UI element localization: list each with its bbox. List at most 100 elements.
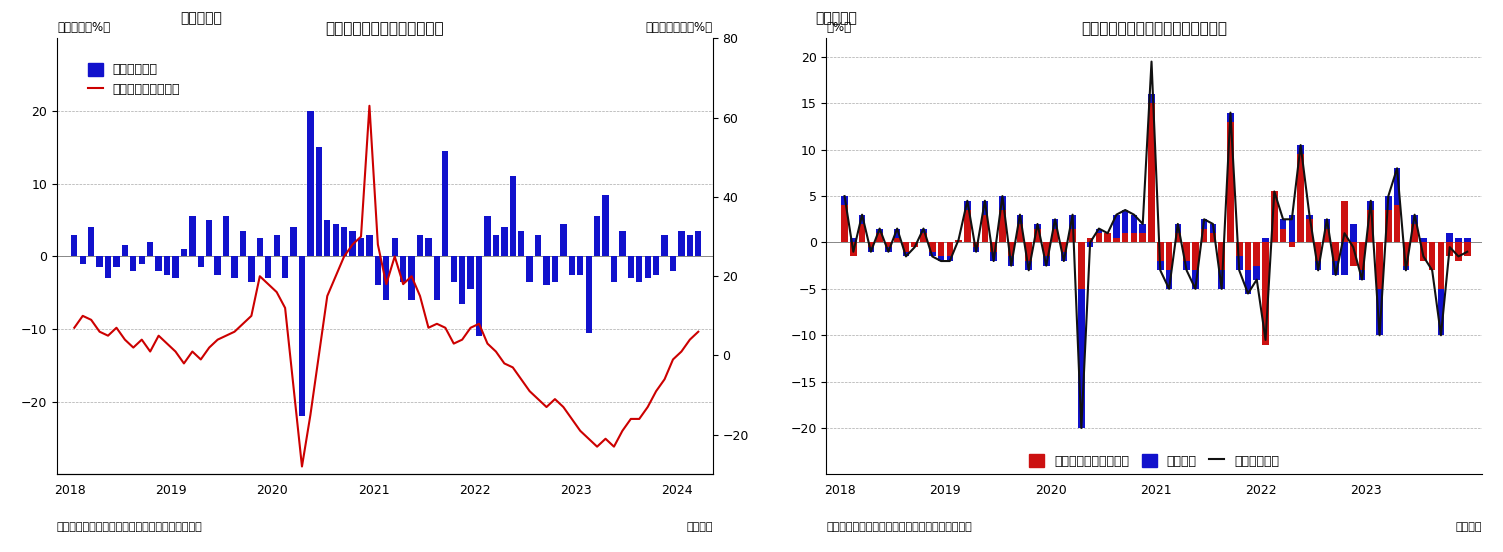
Bar (1288, 242, 1296, 247)
Text: （%）: （%） (827, 21, 852, 34)
Bar (903, 242, 909, 252)
Legend: 集合住宅（二戸以上）, 一戸建て, 住宅許可件数: 集合住宅（二戸以上）, 一戸建て, 住宅許可件数 (1025, 449, 1285, 473)
Bar (367, 235, 373, 256)
Bar (1438, 289, 1444, 335)
Bar (1166, 242, 1172, 270)
Bar (1263, 242, 1269, 344)
Bar (645, 256, 651, 278)
Bar (1166, 270, 1172, 289)
Bar (1148, 103, 1154, 242)
Bar (999, 196, 1006, 210)
Bar (1244, 270, 1252, 294)
Bar (1069, 215, 1076, 229)
Bar (1402, 266, 1410, 270)
Bar (552, 256, 558, 282)
Bar (274, 235, 280, 256)
Bar (1009, 242, 1015, 256)
Bar (1297, 145, 1305, 155)
Bar (173, 256, 179, 278)
Bar (442, 151, 448, 256)
Bar (867, 247, 875, 252)
Bar (374, 256, 382, 285)
Bar (215, 256, 221, 274)
Bar (1105, 233, 1111, 242)
Bar (1114, 215, 1120, 238)
Bar (920, 233, 927, 242)
Bar (628, 256, 634, 278)
Bar (1219, 270, 1225, 289)
Bar (1210, 224, 1216, 233)
Bar (1332, 261, 1339, 275)
Bar (105, 256, 111, 278)
Bar (458, 256, 466, 304)
Bar (1272, 192, 1278, 242)
Bar (1183, 242, 1190, 261)
Bar (1096, 229, 1102, 233)
Bar (1306, 215, 1312, 219)
Bar (1244, 242, 1252, 270)
Bar (867, 242, 875, 247)
Bar (1043, 256, 1049, 266)
Bar (636, 256, 642, 282)
Bar (851, 242, 857, 256)
Bar (1235, 256, 1243, 270)
Bar (1455, 242, 1462, 261)
Bar (1455, 238, 1462, 242)
Bar (1446, 242, 1453, 256)
Bar (89, 227, 95, 256)
Bar (526, 256, 532, 282)
Bar (1359, 270, 1365, 280)
Bar (383, 256, 389, 300)
Bar (1052, 219, 1058, 229)
Bar (544, 256, 550, 285)
Bar (1183, 261, 1190, 270)
Bar (147, 242, 153, 256)
Bar (990, 252, 996, 261)
Bar (1368, 201, 1374, 210)
Bar (189, 216, 195, 256)
Bar (1411, 224, 1417, 242)
Bar (1438, 242, 1444, 289)
Bar (858, 224, 866, 242)
Bar (885, 242, 891, 247)
Bar (929, 252, 935, 256)
Bar (938, 242, 944, 256)
Bar (1087, 238, 1093, 242)
Bar (1201, 229, 1207, 242)
Bar (240, 231, 246, 256)
Bar (1288, 215, 1296, 242)
Bar (1377, 289, 1383, 335)
Text: （図表６）: （図表６） (816, 11, 858, 25)
Bar (1043, 242, 1049, 256)
Bar (694, 231, 702, 256)
Bar (678, 231, 684, 256)
Bar (947, 242, 953, 256)
Bar (947, 256, 953, 261)
Bar (938, 256, 944, 261)
Bar (1429, 242, 1435, 270)
Bar (876, 233, 882, 242)
Bar (519, 231, 525, 256)
Bar (535, 235, 541, 256)
Bar (1324, 219, 1330, 229)
Bar (1464, 238, 1470, 242)
Bar (1324, 229, 1330, 242)
Bar (929, 242, 935, 252)
Bar (1350, 242, 1357, 266)
Bar (122, 246, 128, 256)
Bar (561, 224, 567, 256)
Bar (1139, 224, 1145, 233)
Bar (1121, 210, 1129, 233)
Bar (1130, 233, 1138, 242)
Bar (206, 220, 212, 256)
Bar (164, 256, 170, 274)
Bar (332, 224, 338, 256)
Bar (1297, 155, 1305, 242)
Bar (999, 210, 1006, 242)
Bar (467, 256, 473, 289)
Bar (1096, 233, 1102, 242)
Bar (963, 201, 971, 210)
Bar (1263, 238, 1269, 242)
Bar (586, 256, 592, 333)
Bar (1174, 224, 1181, 233)
